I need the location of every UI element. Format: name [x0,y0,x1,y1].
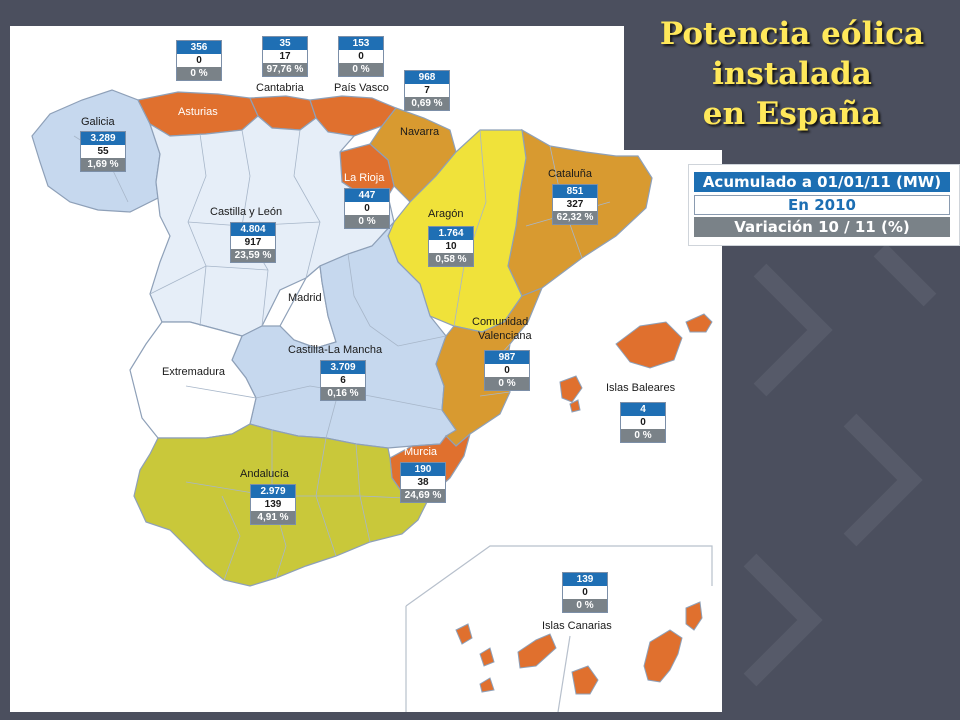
variation-value: 23,59 % [231,249,275,262]
added-value: 0 [621,416,665,429]
accumulated-value: 1.764 [429,227,473,240]
label-madrid: Madrid [288,292,322,304]
variation-value: 0 % [563,599,607,612]
variation-value: 0,69 % [405,97,449,110]
label-aragon: Aragón [428,208,464,220]
map-panel: Galicia Asturias Cantabria País Vasco Na… [10,26,722,712]
databox-pais-vasco: 153 0 0 % [338,36,384,77]
variation-value: 4,91 % [251,511,295,524]
label-valenciana-2: Valenciana [478,330,532,342]
variation-value: 0,16 % [321,387,365,400]
databox-canarias: 139 0 0 % [562,572,608,613]
label-castilla-mancha: Castilla-La Mancha [288,344,383,356]
databox-castilla-mancha: 3.709 6 0,16 % [320,360,366,401]
accumulated-value: 3.709 [321,361,365,374]
accumulated-value: 851 [553,185,597,198]
accumulated-value: 447 [345,189,389,202]
variation-value: 0 % [345,215,389,228]
label-murcia: Murcia [404,446,438,458]
region-extremadura[interactable] [129,321,257,439]
canarias-islands[interactable] [455,601,703,695]
accumulated-value: 356 [177,41,221,54]
accumulated-value: 190 [401,463,445,476]
added-value: 7 [405,84,449,97]
label-galicia: Galicia [81,116,115,128]
added-value: 0 [563,586,607,599]
databox-baleares: 4 0 0 % [620,402,666,443]
added-value: 55 [81,145,125,158]
databox-valenciana: 987 0 0 % [484,350,530,391]
baleares-islands[interactable] [559,313,713,413]
variation-value: 24,69 % [401,489,445,502]
databox-castilla-leon: 4.804 917 23,59 % [230,222,276,263]
databox-asturias: 356 0 0 % [176,40,222,81]
databox-la-rioja: 447 0 0 % [344,188,390,229]
added-value: 17 [263,50,307,63]
added-value: 0 [345,202,389,215]
canarias-inset-frame [405,545,713,712]
added-value: 327 [553,198,597,211]
label-navarra: Navarra [400,126,440,138]
added-value: 6 [321,374,365,387]
added-value: 0 [339,50,383,63]
variation-value: 0 % [485,377,529,390]
added-value: 10 [429,240,473,253]
label-baleares: Islas Baleares [606,382,676,394]
variation-value: 0 % [177,67,221,80]
legend-accumulated: Acumulado a 01/01/11 (MW) [694,172,950,192]
label-extremadura: Extremadura [162,366,225,378]
accumulated-value: 4 [621,403,665,416]
label-cantabria: Cantabria [256,82,304,94]
legend-variation: Variación 10 / 11 (%) [694,217,950,237]
added-value: 38 [401,476,445,489]
legend-year: En 2010 [694,195,950,215]
slide-title: Potencia eólica instalada en España [624,0,960,150]
variation-value: 97,76 % [263,63,307,76]
title-line-1: Potencia eólica [659,16,925,52]
databox-navarra: 968 7 0,69 % [404,70,450,111]
variation-value: 62,32 % [553,211,597,224]
variation-value: 0 % [339,63,383,76]
databox-andalucia: 2.979 139 4,91 % [250,484,296,525]
added-value: 0 [485,364,529,377]
label-cataluna: Cataluña [548,168,593,180]
label-andalucia: Andalucía [240,468,289,480]
label-valenciana-1: Comunidad [472,316,529,328]
accumulated-value: 2.979 [251,485,295,498]
label-castilla-leon: Castilla y León [210,206,283,218]
accumulated-value: 987 [485,351,529,364]
accumulated-value: 968 [405,71,449,84]
spain-map [31,89,713,712]
databox-galicia: 3.289 55 1,69 % [80,131,126,172]
databox-cantabria: 35 17 97,76 % [262,36,308,77]
title-line-2: instalada [712,56,872,92]
label-pais-vasco: País Vasco [334,82,389,94]
added-value: 917 [231,236,275,249]
title-line-3: en España [702,96,882,132]
accumulated-value: 35 [263,37,307,50]
databox-murcia: 190 38 24,69 % [400,462,446,503]
variation-value: 1,69 % [81,158,125,171]
accumulated-value: 3.289 [81,132,125,145]
databox-aragon: 1.764 10 0,58 % [428,226,474,267]
variation-value: 0,58 % [429,253,473,266]
added-value: 139 [251,498,295,511]
added-value: 0 [177,54,221,67]
accumulated-value: 4.804 [231,223,275,236]
accumulated-value: 139 [563,573,607,586]
map-legend: Acumulado a 01/01/11 (MW) En 2010 Variac… [688,164,960,246]
label-asturias: Asturias [178,106,218,118]
databox-cataluna: 851 327 62,32 % [552,184,598,225]
variation-value: 0 % [621,429,665,442]
accumulated-value: 153 [339,37,383,50]
label-la-rioja: La Rioja [344,172,385,184]
label-canarias: Islas Canarias [542,620,612,632]
